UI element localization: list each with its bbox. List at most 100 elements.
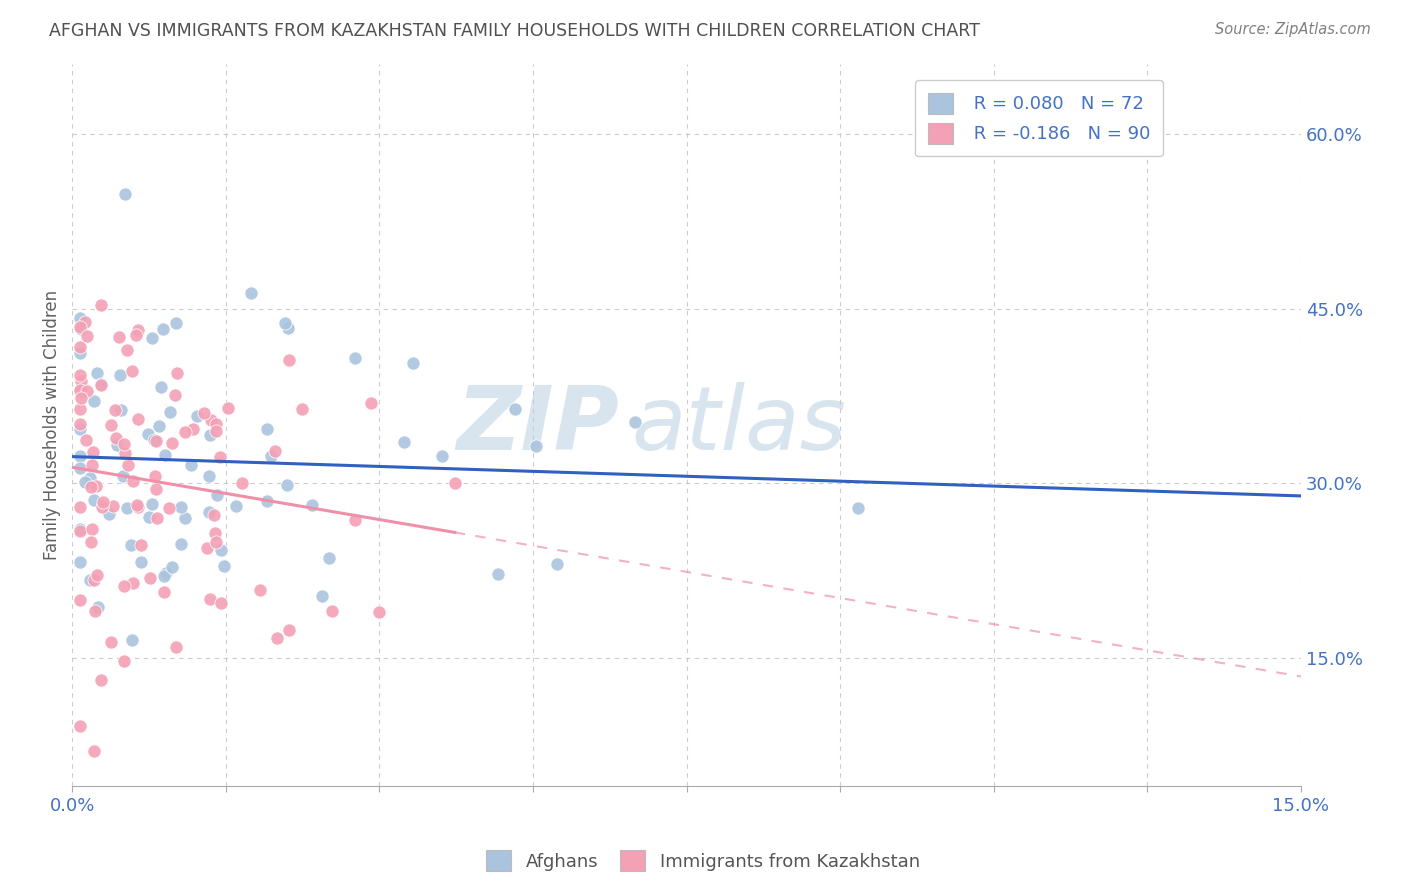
Point <box>204 535 226 549</box>
Point <box>277 623 299 637</box>
Point <box>98 507 121 521</box>
Point <box>90 673 112 687</box>
Point <box>152 584 174 599</box>
Point <box>149 380 172 394</box>
Point <box>217 401 239 415</box>
Point <box>146 511 169 525</box>
Point <box>321 604 343 618</box>
Point <box>205 488 228 502</box>
Point <box>202 508 225 522</box>
Point <box>84 603 107 617</box>
Text: atlas: atlas <box>631 382 846 468</box>
Point <box>76 384 98 399</box>
Point <box>83 393 105 408</box>
Point <box>205 424 228 438</box>
Point <box>69 340 91 354</box>
Point <box>112 655 135 669</box>
Point <box>110 403 132 417</box>
Point <box>105 438 128 452</box>
Point <box>276 478 298 492</box>
Point <box>69 374 91 388</box>
Point <box>318 551 340 566</box>
Legend:  R = 0.080   N = 72,  R = -0.186   N = 90: R = 0.080 N = 72, R = -0.186 N = 90 <box>915 80 1163 156</box>
Point <box>117 458 139 472</box>
Point <box>112 437 135 451</box>
Point <box>80 480 103 494</box>
Point <box>162 436 184 450</box>
Point <box>75 434 97 448</box>
Point <box>198 591 221 606</box>
Point <box>69 311 91 326</box>
Point <box>173 511 195 525</box>
Point <box>274 316 297 330</box>
Point <box>121 633 143 648</box>
Point <box>73 315 96 329</box>
Point <box>86 568 108 582</box>
Point <box>90 378 112 392</box>
Point <box>197 541 219 555</box>
Point <box>79 573 101 587</box>
Point <box>432 449 454 463</box>
Point <box>153 568 176 582</box>
Point <box>153 448 176 462</box>
Point <box>197 505 219 519</box>
Point <box>290 402 312 417</box>
Point <box>624 415 647 429</box>
Point <box>69 320 91 334</box>
Point <box>104 403 127 417</box>
Point <box>165 387 187 401</box>
Point <box>111 469 134 483</box>
Point <box>180 458 202 472</box>
Point <box>145 482 167 496</box>
Point <box>402 356 425 370</box>
Point <box>127 323 149 337</box>
Point <box>69 422 91 436</box>
Point <box>139 571 162 585</box>
Point <box>129 538 152 552</box>
Point <box>114 446 136 460</box>
Point <box>546 557 568 571</box>
Point <box>181 422 204 436</box>
Point <box>162 560 184 574</box>
Point <box>69 322 91 336</box>
Point <box>83 574 105 588</box>
Point <box>70 392 93 406</box>
Legend: Afghans, Immigrants from Kazakhstan: Afghans, Immigrants from Kazakhstan <box>479 843 927 879</box>
Point <box>100 417 122 432</box>
Point <box>69 346 91 360</box>
Point <box>114 186 136 201</box>
Point <box>198 428 221 442</box>
Point <box>120 538 142 552</box>
Point <box>69 522 91 536</box>
Point <box>173 425 195 439</box>
Point <box>145 434 167 448</box>
Point <box>69 592 91 607</box>
Point <box>69 368 91 382</box>
Point <box>127 411 149 425</box>
Point <box>159 405 181 419</box>
Point <box>157 500 180 515</box>
Point <box>75 475 97 490</box>
Point <box>343 351 366 365</box>
Point <box>277 321 299 335</box>
Text: AFGHAN VS IMMIGRANTS FROM KAZAKHSTAN FAMILY HOUSEHOLDS WITH CHILDREN CORRELATION: AFGHAN VS IMMIGRANTS FROM KAZAKHSTAN FAM… <box>49 22 980 40</box>
Point <box>225 499 247 513</box>
Point <box>208 450 231 465</box>
Point <box>108 368 131 382</box>
Point <box>166 366 188 380</box>
Point <box>69 555 91 569</box>
Point <box>91 495 114 509</box>
Point <box>115 343 138 357</box>
Point <box>260 449 283 463</box>
Point <box>266 631 288 645</box>
Point <box>107 330 129 344</box>
Point <box>79 470 101 484</box>
Point <box>136 426 159 441</box>
Point <box>186 409 208 423</box>
Point <box>90 376 112 391</box>
Point <box>165 317 187 331</box>
Point <box>148 419 170 434</box>
Point <box>90 298 112 312</box>
Point <box>90 500 112 514</box>
Point <box>112 579 135 593</box>
